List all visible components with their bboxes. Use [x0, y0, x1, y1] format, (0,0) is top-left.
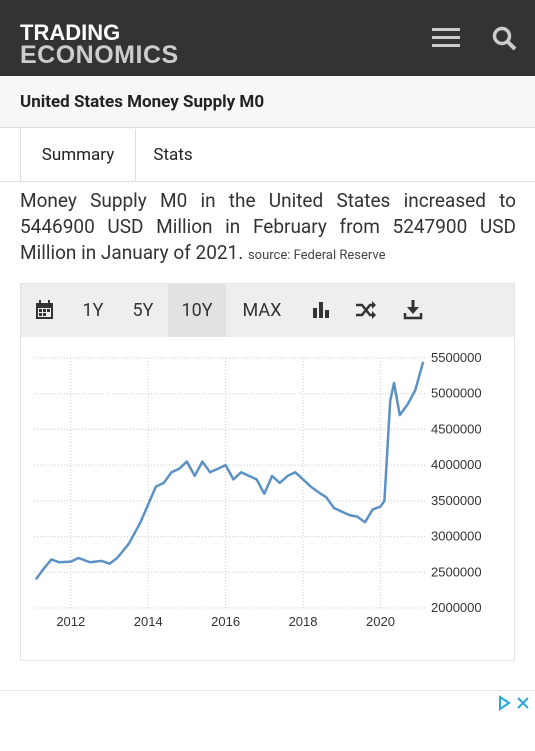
data-line [34, 361, 425, 581]
page-title: United States Money Supply M0 [0, 76, 535, 128]
range-button[interactable]: 5Y [132, 300, 154, 321]
range-button[interactable]: 1Y [82, 300, 104, 321]
range-button[interactable]: 10Y [168, 284, 226, 337]
source[interactable]: source: Federal Reserve [247, 248, 386, 263]
y-tick-label: 2000000 [431, 600, 482, 615]
ad-icons[interactable] [497, 695, 533, 711]
y-tick-label: 5500000 [431, 350, 482, 365]
chart-type-icon[interactable] [311, 300, 331, 320]
description-text: Money Supply M0 in the United States inc… [20, 189, 516, 264]
calendar-icon[interactable] [35, 300, 55, 320]
brand[interactable]: TRADING ECONOMICS [20, 20, 179, 69]
download-icon[interactable] [403, 299, 423, 320]
y-tick-label: 5000000 [431, 386, 482, 401]
brand-bottom: ECONOMICS [20, 41, 179, 69]
y-tick-label: 3500000 [431, 493, 482, 508]
ad-bar [0, 690, 535, 751]
compare-icon[interactable] [355, 300, 377, 320]
y-tick-label: 3000000 [431, 529, 482, 544]
x-tick-label: 2020 [366, 614, 395, 629]
range-button[interactable]: MAX [242, 300, 282, 321]
menu-icon[interactable] [430, 26, 462, 50]
x-tick-label: 2016 [211, 614, 240, 629]
description: Money Supply M0 in the United States inc… [20, 188, 516, 269]
brand-top: TRADING [20, 20, 121, 45]
chart-box: 1Y 5Y 10Y MAX [20, 283, 515, 661]
y-tick-label: 4000000 [431, 457, 482, 472]
header: TRADING ECONOMICS [0, 0, 535, 76]
y-tick-label: 4500000 [431, 421, 482, 436]
x-tick-label: 2014 [134, 614, 163, 629]
x-tick-label: 2018 [289, 614, 318, 629]
tabs: Summary Stats [0, 129, 535, 182]
x-tick-label: 2012 [56, 614, 85, 629]
chart: 2000000 2500000 3000000 3500000 4000000 45000… [34, 350, 482, 629]
tab[interactable]: Summary [20, 129, 136, 181]
search-icon[interactable] [492, 26, 518, 52]
tab[interactable]: Stats [153, 145, 193, 165]
y-tick-label: 2500000 [431, 564, 482, 579]
toolbar: 1Y 5Y 10Y MAX [21, 284, 514, 337]
